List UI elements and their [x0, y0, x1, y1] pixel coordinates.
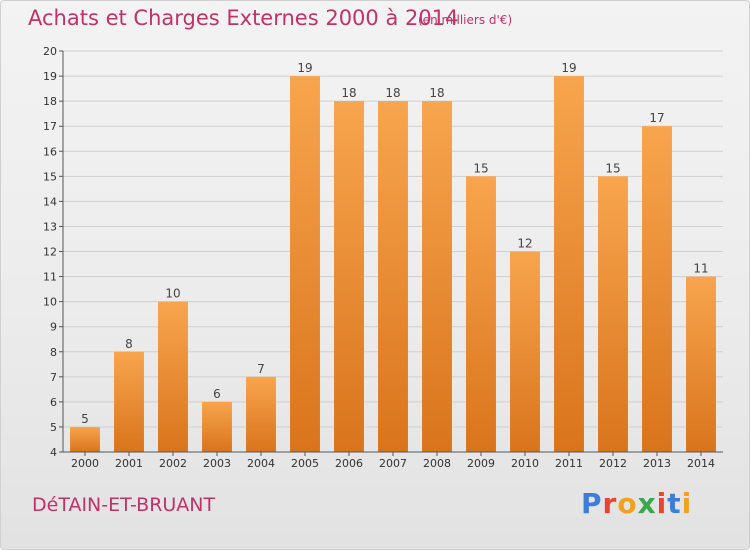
bar-2014 — [686, 276, 716, 452]
data-label-2007: 18 — [385, 86, 400, 100]
y-tick-label: 16 — [43, 145, 57, 158]
data-label-2002: 10 — [165, 287, 180, 301]
data-label-2008: 18 — [429, 86, 444, 100]
bars: 5 8 10 6 7 19 18 18 18 15 12 19 15 17 11 — [70, 61, 716, 452]
data-label-2009: 15 — [473, 161, 488, 175]
data-label-2001: 8 — [125, 337, 133, 351]
y-tick-label: 17 — [43, 120, 57, 133]
bar-2010 — [510, 251, 540, 452]
y-tick-label: 12 — [43, 246, 57, 259]
data-label-2003: 6 — [213, 387, 221, 401]
y-tick-label: 20 — [43, 45, 57, 58]
bar-2003 — [202, 401, 232, 452]
x-tick-label: 2010 — [511, 457, 539, 470]
x-tick-label: 2002 — [159, 457, 187, 470]
bar-2008 — [422, 101, 452, 452]
x-tick-label: 2009 — [467, 457, 495, 470]
bar-2011 — [554, 76, 584, 452]
y-tick-label: 11 — [43, 271, 57, 284]
axes: 4 5 6 7 8 9 10 11 12 13 14 15 16 17 18 19 20 2000 2001 2002… — [43, 45, 723, 470]
x-tick-label: 2004 — [247, 457, 275, 470]
y-tick-label: 15 — [43, 170, 57, 183]
chart-subtitle: (en milliers d'€) — [418, 13, 513, 27]
y-tick-label: 9 — [50, 321, 57, 334]
bar-2012 — [598, 176, 628, 452]
data-label-2010: 12 — [517, 237, 532, 251]
x-tick-label: 2008 — [423, 457, 451, 470]
chart-title: Achats et Charges Externes 2000 à 2014 — [28, 6, 459, 30]
x-tick-label: 2014 — [687, 457, 715, 470]
x-tick-label: 2000 — [71, 457, 99, 470]
commune-name: DéTAIN-ET-BRUANT — [32, 494, 216, 516]
logo-letter: o — [617, 487, 638, 520]
x-tick-label: 2011 — [555, 457, 583, 470]
y-tick-label: 7 — [50, 371, 57, 384]
bar-2000 — [70, 426, 100, 452]
logo-letter: P — [581, 487, 603, 520]
y-tick-label: 18 — [43, 95, 57, 108]
logo-letter: x — [637, 487, 657, 520]
y-tick-label: 8 — [50, 346, 57, 359]
logo-letter: r — [602, 487, 618, 520]
bar-2007 — [378, 101, 408, 452]
logo-letter: t — [667, 487, 682, 520]
y-tick-label: 19 — [43, 70, 57, 83]
y-tick-label: 10 — [43, 296, 57, 309]
bar-2002 — [158, 301, 188, 452]
data-label-2006: 18 — [341, 86, 356, 100]
y-tick-label: 4 — [50, 446, 57, 459]
y-tick-label: 14 — [43, 195, 57, 208]
y-tick-label: 6 — [50, 396, 57, 409]
x-tick-label: 2003 — [203, 457, 231, 470]
x-tick-label: 2005 — [291, 457, 319, 470]
proxiti-logo[interactable]: Proxiti — [581, 487, 692, 520]
bar-2001 — [114, 351, 144, 452]
logo-letter: i — [656, 487, 668, 520]
data-label-2012: 15 — [605, 161, 620, 175]
x-tick-label: 2013 — [643, 457, 671, 470]
x-tick-label: 2001 — [115, 457, 143, 470]
bar-2005 — [290, 76, 320, 452]
bar-2004 — [246, 376, 276, 452]
y-tick-label: 5 — [50, 421, 57, 434]
data-label-2005: 19 — [297, 61, 312, 75]
y-tick-label: 13 — [43, 220, 57, 233]
data-label-2000: 5 — [81, 412, 89, 426]
data-label-2013: 17 — [649, 111, 664, 125]
bar-2009 — [466, 176, 496, 452]
x-tick-label: 2007 — [379, 457, 407, 470]
data-label-2004: 7 — [257, 362, 265, 376]
data-label-2014: 11 — [693, 262, 708, 276]
bar-2013 — [642, 126, 672, 452]
x-tick-label: 2006 — [335, 457, 363, 470]
bar-2006 — [334, 101, 364, 452]
data-label-2011: 19 — [561, 61, 576, 75]
x-tick-label: 2012 — [599, 457, 627, 470]
logo-letter: i — [681, 487, 693, 520]
